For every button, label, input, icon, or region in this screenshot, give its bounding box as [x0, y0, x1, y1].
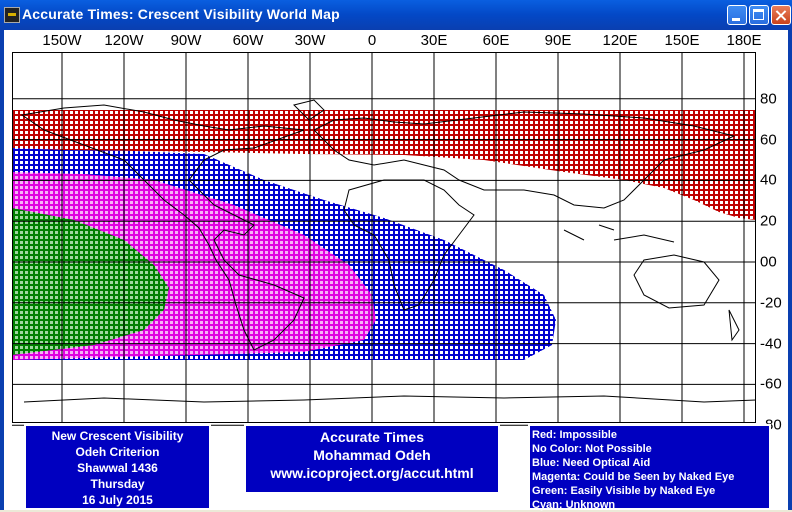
legend-blue: Blue: Need Optical Aid — [532, 457, 651, 469]
close-button[interactable] — [771, 5, 791, 25]
latitude-label: 20 — [760, 212, 777, 230]
legend-red: Red: Impossible — [532, 429, 617, 441]
credits-panel: Accurate Times Mohammad Odeh www.icoproj… — [244, 424, 500, 494]
longitude-label: 30E — [420, 32, 448, 49]
info-weekday: Thursday — [90, 477, 145, 491]
info-criterion: Odeh Criterion — [75, 445, 160, 459]
app-icon[interactable] — [4, 7, 20, 23]
longitude-label: 60E — [482, 32, 510, 49]
legend-panel: Red: Impossible No Color: Not Possible B… — [528, 424, 771, 511]
window-frame-left — [0, 30, 4, 510]
longitude-label: 120W — [104, 32, 144, 49]
longitude-label: 30W — [294, 32, 326, 49]
latitude-label: -20 — [760, 294, 782, 312]
latitude-label: 60 — [760, 131, 777, 149]
latitude-label: 40 — [760, 171, 777, 189]
longitude-label: 150W — [42, 32, 82, 49]
window-title: Accurate Times: Crescent Visibility Worl… — [22, 6, 340, 22]
longitude-label: 0 — [367, 32, 377, 49]
region-impossible — [12, 110, 756, 220]
legend-none: No Color: Not Possible — [532, 443, 652, 455]
credits-author: Mohammad Odeh — [313, 447, 431, 463]
longitude-label: 180E — [726, 32, 762, 49]
longitude-label: 90E — [544, 32, 572, 49]
maximize-button[interactable] — [749, 5, 769, 25]
map-border — [12, 52, 756, 423]
latitude-label: 80 — [760, 90, 777, 108]
legend-magenta: Magenta: Could be Seen by Naked Eye — [532, 471, 735, 483]
credits-app: Accurate Times — [319, 429, 424, 445]
latitude-label: 00 — [760, 253, 777, 271]
longitude-label: 90W — [170, 32, 202, 49]
region-easily-visible — [12, 208, 169, 355]
info-panel: New Crescent Visibility Odeh Criterion S… — [24, 424, 211, 510]
credits-url[interactable]: www.icoproject.org/accut.html — [270, 465, 474, 481]
info-title: New Crescent Visibility — [51, 429, 184, 443]
info-month: Shawwal 1436 — [77, 461, 158, 475]
minimize-button[interactable] — [727, 5, 747, 25]
longitude-label: 120E — [602, 32, 638, 49]
window-frame-right — [788, 30, 792, 510]
title-bar: Accurate Times: Crescent Visibility Worl… — [0, 0, 792, 30]
legend-green: Green: Easily Visible by Naked Eye — [532, 485, 716, 497]
legend-cyan: Cyan: Unknown — [532, 499, 616, 511]
info-date: 16 July 2015 — [82, 493, 153, 507]
longitude-label: 60W — [232, 32, 264, 49]
latitude-label: -40 — [760, 335, 782, 353]
longitude-label: 150E — [664, 32, 700, 49]
latitude-label: -60 — [760, 375, 782, 393]
